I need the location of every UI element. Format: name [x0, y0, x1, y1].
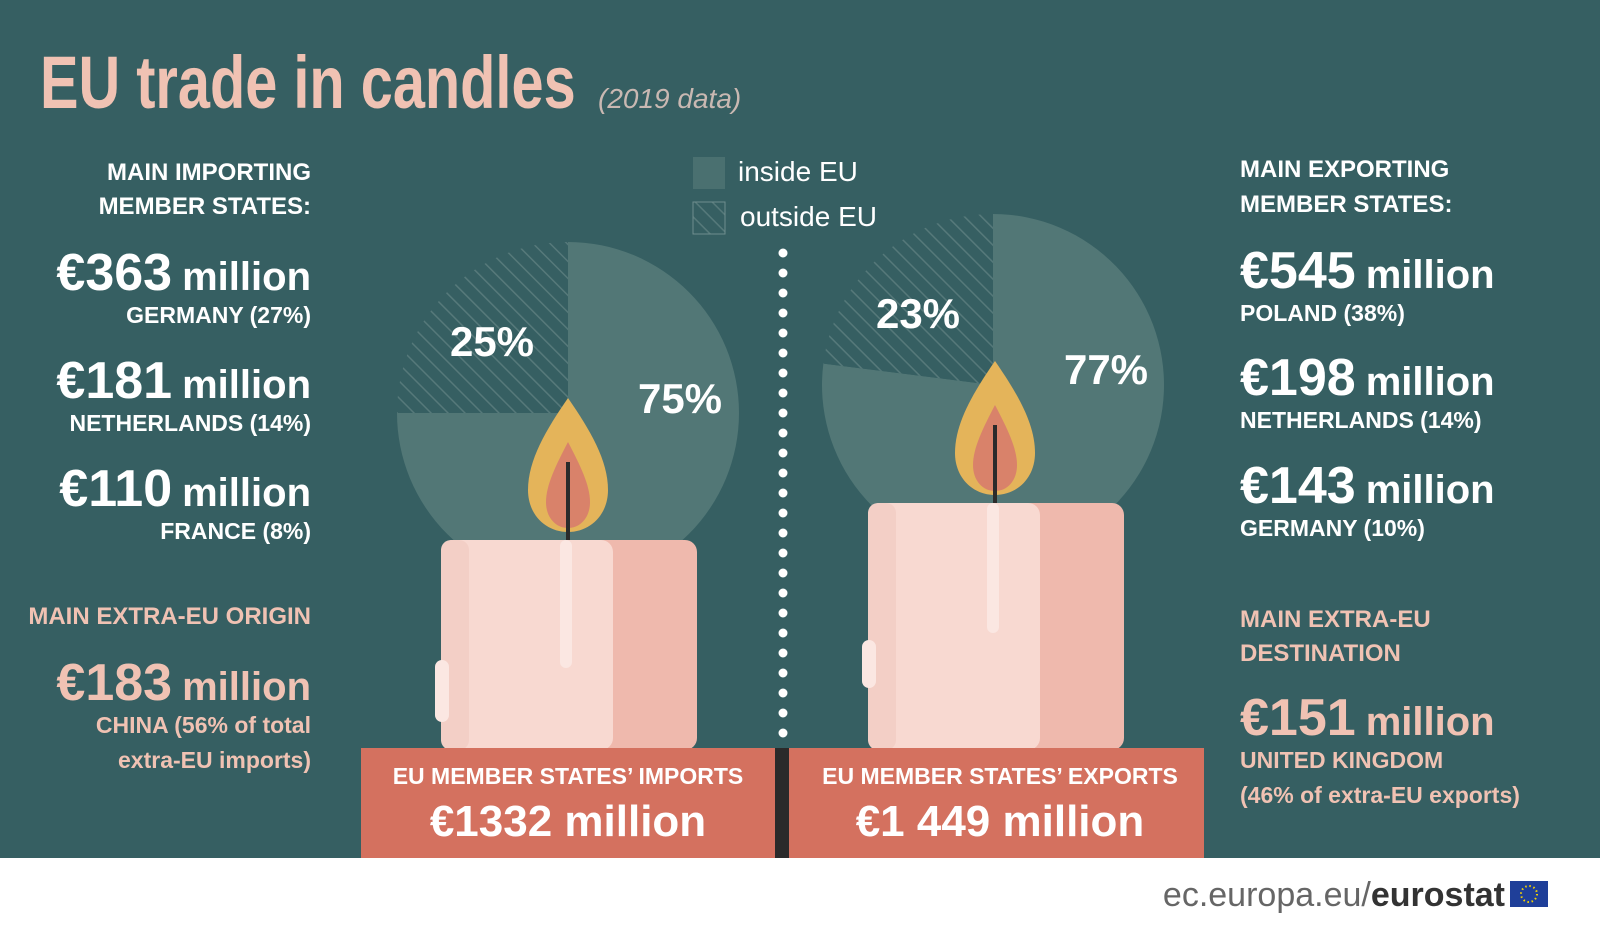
background	[0, 0, 1600, 858]
extra-note: extra-EU imports)	[118, 747, 311, 773]
country: GERMANY (27%)	[126, 302, 311, 328]
amount-value: €183	[56, 654, 172, 712]
amount-unit: million	[1366, 468, 1495, 512]
pie-label: 77%	[1064, 346, 1148, 393]
footer-site: ec.europa.eu/	[1163, 876, 1371, 914]
panel-heading: MEMBER STATES:	[99, 193, 311, 220]
total-value: €1332 million	[430, 797, 706, 846]
country: GERMANY (10%)	[1240, 515, 1425, 541]
amount-value: €143	[1240, 457, 1356, 515]
pie-slice	[823, 214, 993, 385]
extra-note: (46% of extra-EU exports)	[1240, 782, 1520, 808]
extra-heading: MAIN EXTRA-EU	[1240, 606, 1431, 633]
legend-swatch	[693, 157, 725, 189]
panel-heading: MAIN IMPORTING	[107, 159, 311, 186]
candle	[862, 361, 1124, 750]
amount-value: €198	[1240, 349, 1356, 407]
legend-swatch	[692, 201, 726, 235]
footer: ec.europa.eu/eurostat	[1163, 876, 1505, 914]
panel-heading: MEMBER STATES:	[1240, 191, 1452, 218]
divider-base	[775, 748, 789, 858]
panel-heading: MAIN EXPORTING	[1240, 156, 1449, 183]
amount: €110 million	[59, 460, 311, 518]
country: NETHERLANDS (14%)	[1240, 407, 1482, 433]
amount-value: €181	[56, 352, 172, 410]
amount: €363 million	[56, 244, 311, 302]
footer-brand: eurostat	[1371, 876, 1505, 914]
amount-value: €545	[1240, 242, 1356, 300]
legend-label: inside EU	[738, 156, 858, 187]
amount: €181 million	[56, 352, 311, 410]
amount-unit: million	[1366, 360, 1495, 404]
amount-unit: million	[182, 363, 311, 407]
amount: €183 million	[56, 654, 311, 712]
total-value: €1 449 million	[856, 797, 1145, 846]
extra-heading: DESTINATION	[1240, 640, 1401, 667]
amount-value: €151	[1240, 689, 1356, 747]
amount: €151 million	[1240, 689, 1495, 747]
total-box	[361, 748, 775, 858]
subtitle: (2019 data)	[598, 83, 741, 114]
amount: €545 million	[1240, 242, 1495, 300]
amount-unit: million	[1366, 700, 1495, 744]
amount: €198 million	[1240, 349, 1495, 407]
amount-value: €363	[56, 244, 172, 302]
pie-label: 25%	[450, 318, 534, 365]
country: POLAND (38%)	[1240, 300, 1405, 326]
amount: €143 million	[1240, 457, 1495, 515]
amount-unit: million	[182, 665, 311, 709]
total-label: EU MEMBER STATES’ IMPORTS	[393, 763, 744, 789]
candle	[435, 398, 697, 750]
eu-flag	[1510, 881, 1548, 907]
country: NETHERLANDS (14%)	[69, 410, 311, 436]
total-box	[789, 748, 1204, 858]
amount-unit: million	[182, 471, 311, 515]
total-label: EU MEMBER STATES’ EXPORTS	[822, 763, 1178, 789]
amount-unit: million	[1366, 253, 1495, 297]
country: FRANCE (8%)	[160, 518, 311, 544]
pie-slice	[397, 242, 568, 413]
pie-label: 75%	[638, 375, 722, 422]
pie-label: 23%	[876, 290, 960, 337]
extra-note: UNITED KINGDOM	[1240, 747, 1443, 773]
title: EU trade in candles	[40, 42, 576, 125]
legend-label: outside EU	[740, 201, 877, 232]
amount-unit: million	[182, 255, 311, 299]
extra-note: CHINA (56% of total	[96, 712, 311, 738]
amount-value: €110	[59, 460, 172, 518]
extra-heading: MAIN EXTRA-EU ORIGIN	[28, 603, 311, 630]
